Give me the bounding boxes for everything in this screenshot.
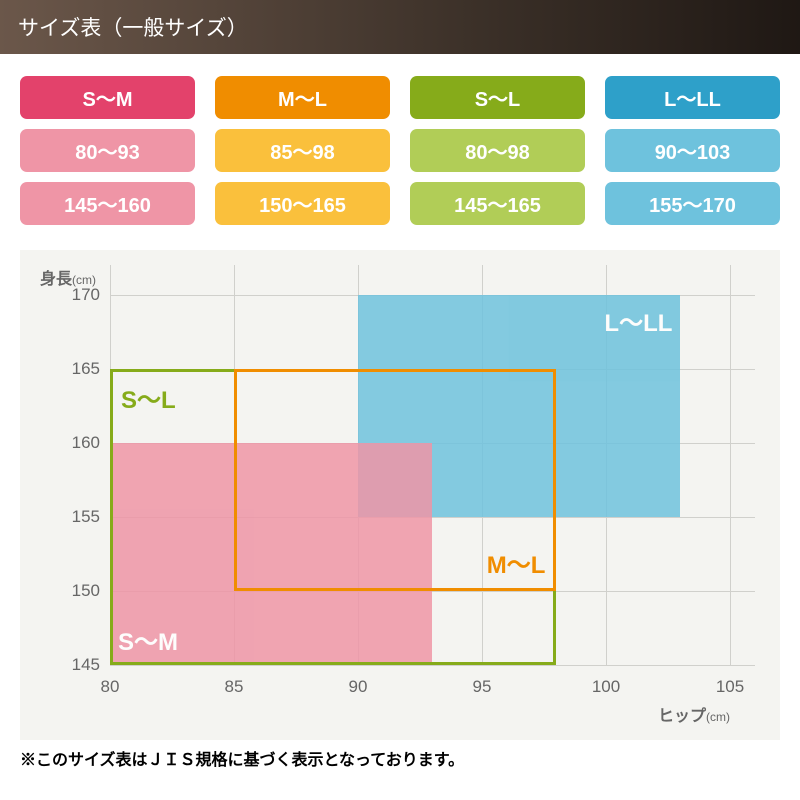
table-cell: 80～93: [20, 129, 195, 172]
x-tick-label: 95: [473, 677, 492, 697]
table-cell: M～L: [215, 76, 390, 119]
x-axis-label: ヒップ(cm): [658, 702, 730, 726]
table-cell: 145～160: [20, 182, 195, 225]
table-cell: 80～98: [410, 129, 585, 172]
y-tick-label: 170: [72, 285, 100, 305]
x-tick-label: 90: [349, 677, 368, 697]
table-cell: 85～98: [215, 129, 390, 172]
size-chart: 身長(cm) 80859095100105145150155160165170L…: [20, 250, 780, 740]
table-row: 145～160 150～165 145～165 155～170: [20, 182, 780, 225]
region-orange: M～L: [234, 369, 556, 591]
table-cell: 150～165: [215, 182, 390, 225]
table-cell: L～LL: [605, 76, 780, 119]
y-tick-label: 160: [72, 433, 100, 453]
header-bar: サイズ表（一般サイズ）: [0, 0, 800, 54]
y-tick-label: 155: [72, 507, 100, 527]
table-cell: S～L: [410, 76, 585, 119]
table-row: 80～93 85～98 80～98 90～103: [20, 129, 780, 172]
x-tick-label: 85: [225, 677, 244, 697]
plot-area: 80859095100105145150155160165170L～LLS～MS…: [110, 295, 730, 665]
x-tick-label: 80: [101, 677, 120, 697]
x-tick-label: 105: [716, 677, 744, 697]
y-tick-label: 165: [72, 359, 100, 379]
region-label-blue: L～LL: [604, 303, 672, 338]
table-row: S～M M～L S～L L～LL: [20, 76, 780, 119]
y-tick-label: 150: [72, 581, 100, 601]
table-cell: 90～103: [605, 129, 780, 172]
region-label-green: S～L: [121, 380, 176, 415]
footnote: ※このサイズ表はＪＩＳ規格に基づく表示となっております。: [20, 746, 780, 770]
gridline-h: [110, 665, 755, 666]
region-label-orange: M～L: [487, 545, 546, 580]
table-cell: 145～165: [410, 182, 585, 225]
header-title: サイズ表（一般サイズ）: [18, 17, 248, 40]
y-tick-label: 145: [72, 655, 100, 675]
table-cell: 155～170: [605, 182, 780, 225]
gridline-v: [730, 265, 731, 665]
x-tick-label: 100: [592, 677, 620, 697]
size-table: S～M M～L S～L L～LL 80～93 85～98 80～98 90～103 145～16…: [0, 54, 800, 235]
table-cell: S～M: [20, 76, 195, 119]
